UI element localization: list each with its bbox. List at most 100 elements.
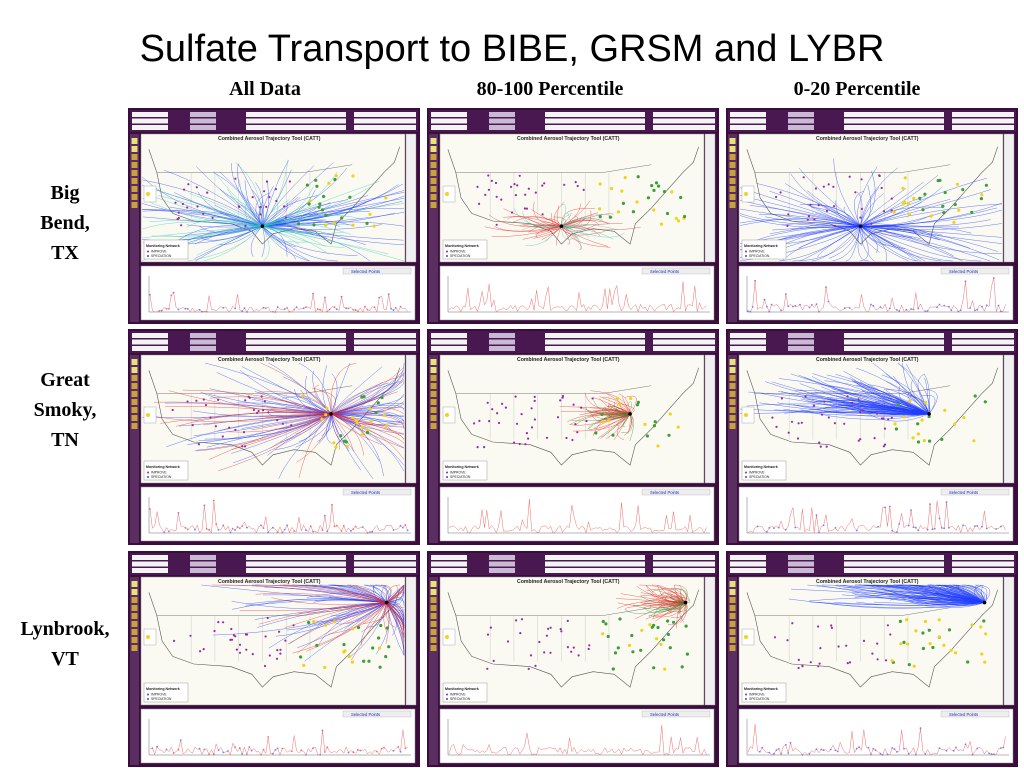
series-segment (607, 288, 610, 310)
trajectory-line (330, 382, 389, 415)
series-segment (979, 747, 983, 750)
series-segment (920, 303, 924, 310)
series-segment (592, 749, 596, 754)
trajectory-line (860, 226, 942, 262)
series-segment (268, 529, 271, 533)
site-dot (893, 422, 897, 426)
series-segment (526, 307, 530, 310)
site-dot (376, 401, 380, 405)
site-dot (312, 223, 316, 227)
site-dot (308, 199, 312, 203)
series-segment (837, 526, 841, 532)
series-segment (861, 729, 865, 751)
series-segment (526, 498, 530, 529)
catt-panel: Combined Aerosol Trajectory Tool (CATT) M… (128, 329, 420, 545)
site-dot (510, 211, 514, 214)
trajectory-line (856, 601, 985, 606)
site-dot (543, 651, 546, 654)
series-segment (844, 307, 848, 309)
date-field (653, 568, 715, 573)
site-dot (244, 224, 247, 227)
site-dot (883, 443, 887, 446)
series-segment (597, 752, 601, 755)
series-segment (875, 749, 879, 752)
site-dot (898, 619, 902, 623)
timeseries-spikes (747, 500, 1006, 534)
site-dot (819, 647, 822, 650)
trajectory-line (788, 598, 985, 609)
site-dot (492, 659, 495, 662)
series-segment (310, 293, 314, 309)
site-dot (627, 643, 631, 647)
series-segment (602, 747, 606, 752)
site-dot (921, 208, 925, 212)
legend-item: IMPROVE (151, 250, 167, 254)
site-dot (186, 206, 189, 209)
series-segment (932, 752, 935, 755)
series-segment (360, 307, 363, 313)
site-dot (896, 403, 900, 407)
series-segment (171, 529, 174, 531)
site-dot (982, 619, 986, 623)
timeseries-box (140, 265, 416, 321)
site-dot (347, 654, 351, 659)
series-point (179, 739, 182, 741)
site-dot (635, 200, 639, 204)
series-segment (694, 529, 698, 531)
dropdown-box (132, 333, 168, 338)
series-segment (246, 746, 250, 755)
site-dot (650, 184, 654, 188)
field-label (489, 118, 515, 124)
series-segment (981, 749, 985, 755)
tool-icon (430, 375, 437, 381)
series-segment (296, 307, 300, 310)
selected-points-label: Selected Points (949, 712, 978, 717)
series-segment (818, 309, 822, 312)
tool-strip (728, 134, 737, 322)
site-dot (501, 402, 504, 405)
tool-icon (131, 399, 138, 405)
trajectory-line (667, 602, 686, 626)
site-dot (601, 420, 605, 424)
series-segment (696, 737, 700, 753)
legend-item: SPECIATION (749, 697, 770, 701)
trajectory-line (616, 403, 631, 415)
field-label (489, 125, 515, 130)
site-dot (494, 181, 498, 185)
series-segment (405, 747, 408, 749)
series-segment (241, 747, 245, 754)
tool-icon (430, 407, 437, 413)
series-segment (761, 526, 765, 531)
timeseries-spikes (448, 498, 707, 534)
coastline (746, 589, 998, 688)
timeseries-box (140, 708, 416, 764)
series-segment (576, 525, 580, 530)
series-point (910, 509, 912, 511)
series-segment (604, 747, 608, 753)
legend-item: SPECIATION (151, 254, 172, 258)
site-dot (653, 420, 657, 424)
site-dot (790, 420, 794, 423)
tool-icon (729, 423, 736, 429)
site-dot (983, 400, 987, 404)
series-segment (602, 288, 606, 306)
trajectory-line (824, 406, 930, 415)
series-segment (507, 305, 511, 309)
series-segment (477, 750, 480, 754)
trajectory-line (860, 225, 982, 262)
series-segment (752, 280, 756, 308)
series-segment (780, 746, 784, 754)
tool-icon (131, 359, 138, 365)
site-dot (923, 619, 927, 624)
series-segment (187, 748, 191, 752)
trajectory-line (386, 584, 405, 603)
site-dot (860, 207, 863, 210)
series-segment (192, 747, 196, 754)
series-segment (493, 751, 497, 754)
trajectory-line (571, 413, 631, 422)
series-point (910, 308, 912, 310)
series-segment (863, 729, 867, 748)
series-segment (652, 307, 655, 312)
trajectory-line (319, 390, 336, 415)
trajectory-line (370, 584, 387, 603)
